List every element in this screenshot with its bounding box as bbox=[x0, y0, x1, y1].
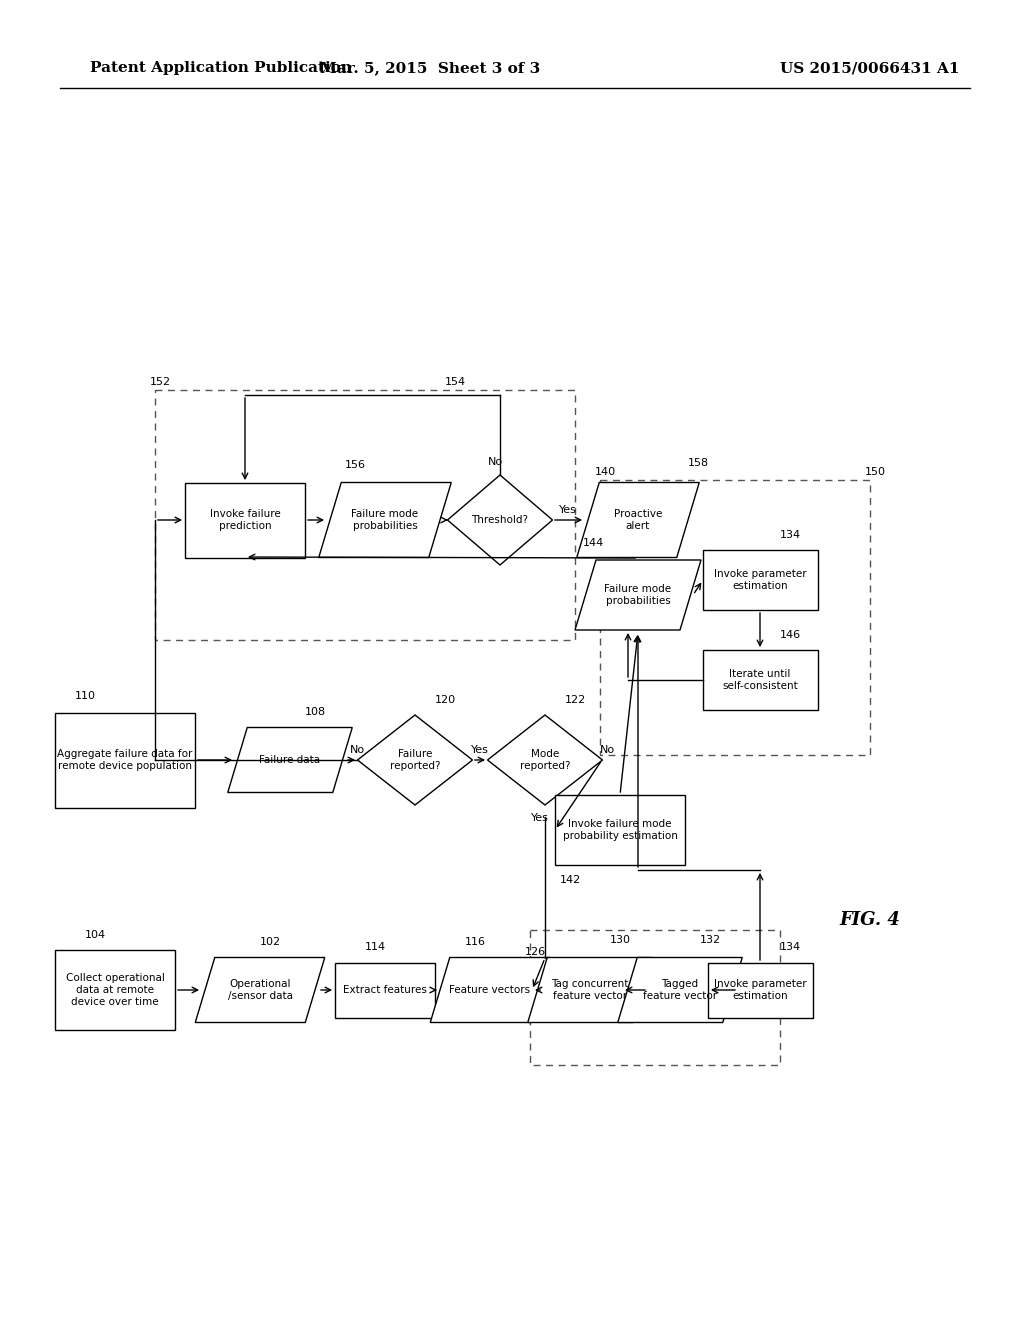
Text: 104: 104 bbox=[84, 931, 105, 940]
Text: No: No bbox=[487, 457, 503, 467]
Text: Operational
/sensor data: Operational /sensor data bbox=[227, 979, 293, 1001]
Text: Tagged
feature vector: Tagged feature vector bbox=[643, 979, 717, 1001]
Bar bbox=[555, 795, 685, 865]
Text: 154: 154 bbox=[444, 378, 466, 387]
Polygon shape bbox=[487, 715, 602, 805]
Polygon shape bbox=[357, 715, 472, 805]
Bar bbox=[708, 962, 812, 1018]
Text: Extract features: Extract features bbox=[343, 985, 427, 995]
Text: No: No bbox=[599, 744, 614, 755]
Bar bbox=[702, 649, 817, 710]
Text: Invoke failure
prediction: Invoke failure prediction bbox=[210, 510, 281, 531]
Text: Invoke parameter
estimation: Invoke parameter estimation bbox=[714, 979, 806, 1001]
Text: Failure mode
probabilities: Failure mode probabilities bbox=[604, 585, 672, 606]
Polygon shape bbox=[577, 483, 699, 557]
Text: Invoke parameter
estimation: Invoke parameter estimation bbox=[714, 569, 806, 591]
Text: Collect operational
data at remote
device over time: Collect operational data at remote devic… bbox=[66, 973, 165, 1007]
Text: 156: 156 bbox=[344, 459, 366, 470]
Bar bbox=[155, 389, 575, 640]
Bar bbox=[185, 483, 305, 557]
Text: 108: 108 bbox=[304, 708, 326, 717]
Text: 116: 116 bbox=[465, 937, 485, 946]
Bar bbox=[530, 931, 780, 1065]
Text: 144: 144 bbox=[583, 539, 603, 548]
Text: 122: 122 bbox=[564, 696, 586, 705]
Text: Yes: Yes bbox=[471, 744, 488, 755]
Polygon shape bbox=[196, 957, 325, 1023]
Bar bbox=[702, 550, 817, 610]
Polygon shape bbox=[227, 727, 352, 792]
Text: Yes: Yes bbox=[559, 506, 577, 515]
Text: Tag concurrent
feature vector: Tag concurrent feature vector bbox=[551, 979, 629, 1001]
Text: Invoke failure mode
probability estimation: Invoke failure mode probability estimati… bbox=[562, 820, 678, 841]
Text: 130: 130 bbox=[609, 935, 631, 945]
Text: 114: 114 bbox=[365, 942, 386, 952]
Text: Mode
reported?: Mode reported? bbox=[520, 750, 570, 771]
Text: US 2015/0066431 A1: US 2015/0066431 A1 bbox=[780, 61, 961, 75]
Text: 102: 102 bbox=[259, 937, 281, 946]
Text: Mar. 5, 2015  Sheet 3 of 3: Mar. 5, 2015 Sheet 3 of 3 bbox=[319, 61, 540, 75]
Polygon shape bbox=[575, 560, 701, 630]
Text: 132: 132 bbox=[699, 935, 721, 945]
Text: Yes: Yes bbox=[531, 813, 549, 822]
Bar bbox=[335, 962, 435, 1018]
Text: Iterate until
self-consistent: Iterate until self-consistent bbox=[722, 669, 798, 690]
Text: 146: 146 bbox=[779, 630, 801, 640]
Text: 126: 126 bbox=[524, 946, 546, 957]
Text: Failure mode
probabilities: Failure mode probabilities bbox=[351, 510, 419, 531]
Bar bbox=[55, 713, 195, 808]
Polygon shape bbox=[617, 957, 742, 1023]
Polygon shape bbox=[430, 957, 550, 1023]
Text: 158: 158 bbox=[687, 458, 709, 469]
Text: Aggregate failure data for
remote device population: Aggregate failure data for remote device… bbox=[57, 750, 193, 771]
Text: FIG. 4: FIG. 4 bbox=[840, 911, 900, 929]
Text: Threshold?: Threshold? bbox=[471, 515, 528, 525]
Polygon shape bbox=[527, 957, 652, 1023]
Text: Feature vectors: Feature vectors bbox=[450, 985, 530, 995]
Text: 150: 150 bbox=[864, 467, 886, 477]
Text: 140: 140 bbox=[595, 467, 615, 477]
Polygon shape bbox=[318, 483, 452, 557]
Bar bbox=[55, 950, 175, 1030]
Polygon shape bbox=[447, 475, 553, 565]
Text: 120: 120 bbox=[434, 696, 456, 705]
Text: 142: 142 bbox=[559, 875, 581, 884]
Text: 134: 134 bbox=[779, 942, 801, 952]
Text: Patent Application Publication: Patent Application Publication bbox=[90, 61, 352, 75]
Text: No: No bbox=[349, 744, 365, 755]
Text: Proactive
alert: Proactive alert bbox=[613, 510, 663, 531]
Text: 152: 152 bbox=[150, 378, 171, 387]
Text: 110: 110 bbox=[75, 690, 95, 701]
Text: Failure
reported?: Failure reported? bbox=[390, 750, 440, 771]
Bar bbox=[600, 480, 870, 755]
Text: 134: 134 bbox=[779, 531, 801, 540]
Text: Failure data: Failure data bbox=[259, 755, 321, 766]
